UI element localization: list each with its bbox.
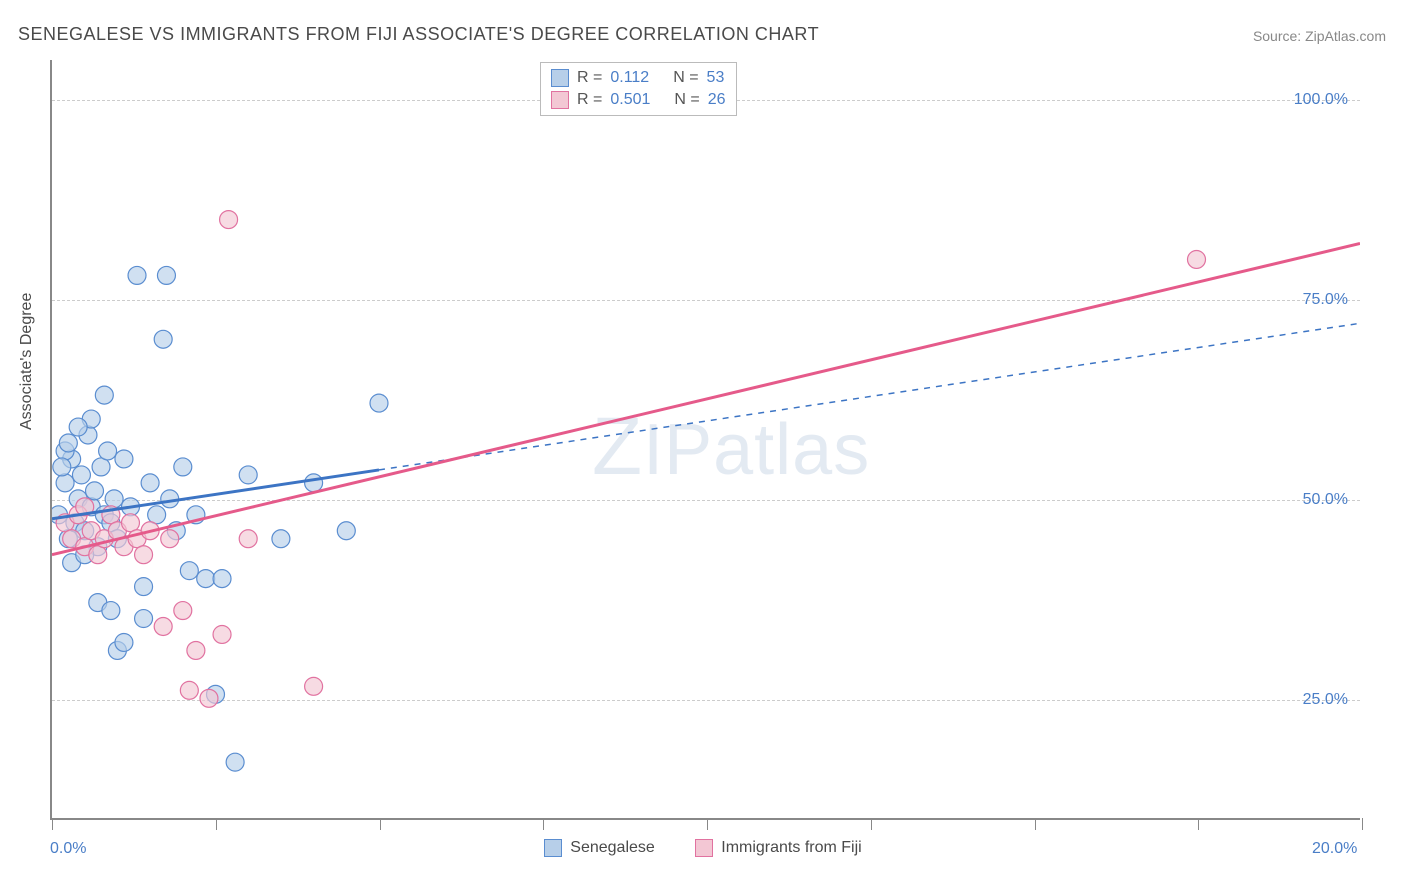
plot-svg — [52, 60, 1360, 818]
data-point — [154, 330, 172, 348]
data-point — [272, 530, 290, 548]
r-label: R = — [577, 91, 602, 109]
data-point — [370, 394, 388, 412]
data-point — [128, 266, 146, 284]
chart-title: SENEGALESE VS IMMIGRANTS FROM FIJI ASSOC… — [18, 24, 819, 45]
data-point — [213, 570, 231, 588]
data-point — [174, 458, 192, 476]
data-point — [213, 626, 231, 644]
y-axis-label: Associate's Degree — [18, 293, 36, 430]
x-tick-mark — [1362, 818, 1363, 830]
series-legend: Senegalese Immigrants from Fiji — [0, 839, 1406, 862]
legend-item-senegalese: Senegalese — [544, 839, 655, 857]
data-point — [200, 689, 218, 707]
data-point — [226, 753, 244, 771]
swatch-fiji — [551, 91, 569, 109]
data-point — [161, 530, 179, 548]
data-point — [115, 450, 133, 468]
legend-row-senegalese: R = 0.112 N = 53 — [551, 67, 726, 89]
data-point — [180, 681, 198, 699]
correlation-legend: R = 0.112 N = 53 R = 0.501 N = 26 — [540, 62, 737, 116]
data-point — [220, 211, 238, 229]
x-tick-mark — [871, 818, 872, 830]
data-point — [92, 458, 110, 476]
n-value-fiji: 26 — [708, 91, 726, 109]
data-point — [180, 562, 198, 580]
data-point — [102, 602, 120, 620]
data-point — [56, 474, 74, 492]
data-point — [239, 530, 257, 548]
data-point — [197, 570, 215, 588]
trendline-dashed — [379, 323, 1360, 470]
data-point — [135, 610, 153, 628]
n-value-senegalese: 53 — [707, 69, 725, 87]
x-tick-mark — [1198, 818, 1199, 830]
swatch-senegalese — [544, 839, 562, 857]
trendline — [52, 244, 1360, 555]
x-tick-mark — [216, 818, 217, 830]
data-point — [135, 578, 153, 596]
data-point — [86, 482, 104, 500]
data-point — [53, 458, 71, 476]
data-point — [115, 633, 133, 651]
plot-area: ZIPatlas 25.0%50.0%75.0%100.0%0.0%20.0% — [50, 60, 1360, 820]
data-point — [121, 514, 139, 532]
x-tick-mark — [1035, 818, 1036, 830]
data-point — [157, 266, 175, 284]
x-tick-mark — [543, 818, 544, 830]
data-point — [99, 442, 117, 460]
data-point — [1188, 250, 1206, 268]
x-tick-mark — [380, 818, 381, 830]
data-point — [174, 602, 192, 620]
legend-label: Senegalese — [570, 839, 655, 857]
data-point — [239, 466, 257, 484]
data-point — [69, 418, 87, 436]
data-point — [154, 618, 172, 636]
data-point — [89, 546, 107, 564]
legend-label: Immigrants from Fiji — [721, 839, 861, 857]
swatch-fiji — [695, 839, 713, 857]
r-value-fiji: 0.501 — [610, 91, 650, 109]
data-point — [148, 506, 166, 524]
data-point — [187, 641, 205, 659]
data-point — [305, 677, 323, 695]
data-point — [105, 490, 123, 508]
x-tick-mark — [707, 818, 708, 830]
data-point — [141, 474, 159, 492]
x-tick-mark — [52, 818, 53, 830]
legend-row-fiji: R = 0.501 N = 26 — [551, 89, 726, 111]
swatch-senegalese — [551, 69, 569, 87]
r-label: R = — [577, 69, 602, 87]
n-label: N = — [674, 91, 699, 109]
data-point — [59, 434, 77, 452]
source-attribution: Source: ZipAtlas.com — [1253, 28, 1386, 44]
data-point — [337, 522, 355, 540]
data-point — [95, 386, 113, 404]
data-point — [135, 546, 153, 564]
data-point — [72, 466, 90, 484]
r-value-senegalese: 0.112 — [610, 69, 649, 87]
legend-item-fiji: Immigrants from Fiji — [695, 839, 861, 857]
data-point — [305, 474, 323, 492]
n-label: N = — [673, 69, 698, 87]
